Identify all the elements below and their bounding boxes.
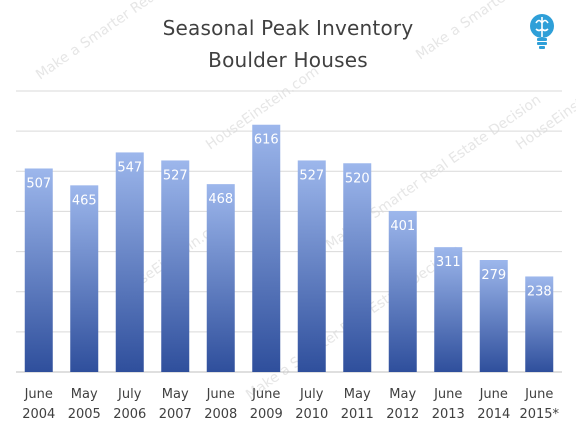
data-labels: 507 465 547 527 468 616 527 520 401 311 279 238 [26, 133, 551, 300]
bar [206, 184, 235, 372]
x-tick-label: June [251, 387, 280, 402]
x-tick-label: July [117, 387, 142, 402]
data-label: 465 [72, 193, 97, 208]
watermark-text: HouseEinstein.com [203, 63, 322, 153]
x-tick-label: 2005 [68, 407, 101, 422]
bar [297, 160, 326, 372]
x-tick-label: 2009 [250, 407, 283, 422]
x-tick-label: May [389, 387, 416, 402]
x-tick-label: 2008 [204, 407, 237, 422]
x-tick-label: 2015* [519, 407, 559, 422]
x-tick-label: 2011 [341, 407, 374, 422]
x-tick-label: 2014 [477, 407, 510, 422]
x-tick-label: 2006 [113, 407, 146, 422]
x-tick-label: 2004 [22, 407, 55, 422]
bar [161, 160, 190, 372]
data-label: 311 [436, 255, 461, 270]
bar [479, 260, 508, 372]
x-tick-label: June [206, 387, 235, 402]
watermark-text: Make a Smarter Real Estate Decision [323, 92, 544, 253]
data-label: 527 [163, 168, 188, 183]
data-label: 468 [208, 192, 233, 207]
x-tick-label: 2010 [295, 407, 328, 422]
data-label: 507 [26, 176, 51, 191]
x-tick-label: 2007 [159, 407, 192, 422]
bar [24, 168, 53, 372]
bar [252, 124, 281, 372]
data-label: 401 [390, 219, 415, 234]
x-tick-label: 2012 [386, 407, 419, 422]
data-label: 547 [117, 160, 142, 175]
bar [434, 247, 463, 372]
bar [525, 276, 554, 372]
data-label: 520 [345, 171, 370, 186]
bar [388, 211, 417, 372]
x-tick-label: May [71, 387, 98, 402]
x-tick-label: June [433, 387, 462, 402]
x-tick-label: June [479, 387, 508, 402]
watermark-text: Make a Smarter Real Estate Decision [243, 242, 464, 403]
chart-title: Seasonal Peak Inventory [162, 16, 414, 40]
data-label: 616 [254, 133, 279, 148]
bar [343, 163, 372, 372]
data-label: 527 [299, 168, 324, 183]
bars [24, 124, 554, 372]
gridlines [16, 90, 562, 373]
x-tick-label: May [162, 387, 189, 402]
lightbulb-brain-icon [530, 14, 554, 49]
x-tick-label: June [24, 387, 53, 402]
x-tick-labels: June 2004 May 2005 July 2006 May 2007 June 2008 Ju… [22, 387, 559, 422]
watermark-text: HouseEinstein.com [513, 63, 576, 153]
bar [70, 185, 99, 372]
x-tick-label: July [299, 387, 324, 402]
x-tick-label: 2013 [432, 407, 465, 422]
x-tick-label: May [344, 387, 371, 402]
bar [115, 152, 144, 372]
data-label: 279 [481, 268, 506, 283]
x-tick-label: June [524, 387, 553, 402]
chart-subtitle: Boulder Houses [208, 48, 368, 72]
data-label: 238 [527, 284, 552, 299]
watermark-text: HouseEinstein.com [113, 213, 232, 303]
